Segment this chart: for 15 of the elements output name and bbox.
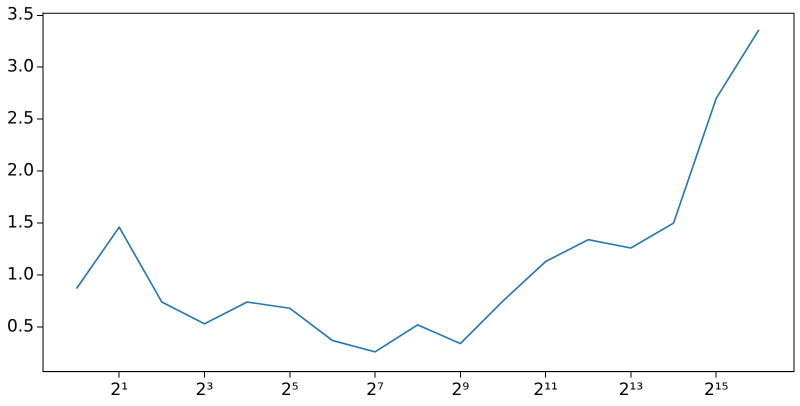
x-tick-label: 2¹¹ bbox=[533, 380, 558, 400]
y-tick-label: 3.5 bbox=[6, 4, 34, 25]
y-tick-label: 2.5 bbox=[6, 108, 34, 129]
x-tick-label: 2³ bbox=[196, 380, 214, 400]
y-tick-label: 0.5 bbox=[6, 316, 34, 336]
x-tick-label: 2¹³ bbox=[618, 380, 644, 400]
y-tick-label: 1.5 bbox=[6, 212, 34, 232]
x-tick-label: 2¹ bbox=[110, 380, 128, 400]
x-tick-label: 2⁹ bbox=[452, 380, 470, 400]
x-tick-label: 2¹⁵ bbox=[704, 380, 728, 400]
y-tick-label: 1.0 bbox=[6, 264, 34, 284]
y-tick-label: 2.0 bbox=[6, 160, 34, 181]
x-tick-label: 2⁷ bbox=[366, 380, 384, 400]
x-tick-label: 2⁵ bbox=[280, 380, 299, 400]
y-tick-label: 3.0 bbox=[6, 56, 34, 77]
